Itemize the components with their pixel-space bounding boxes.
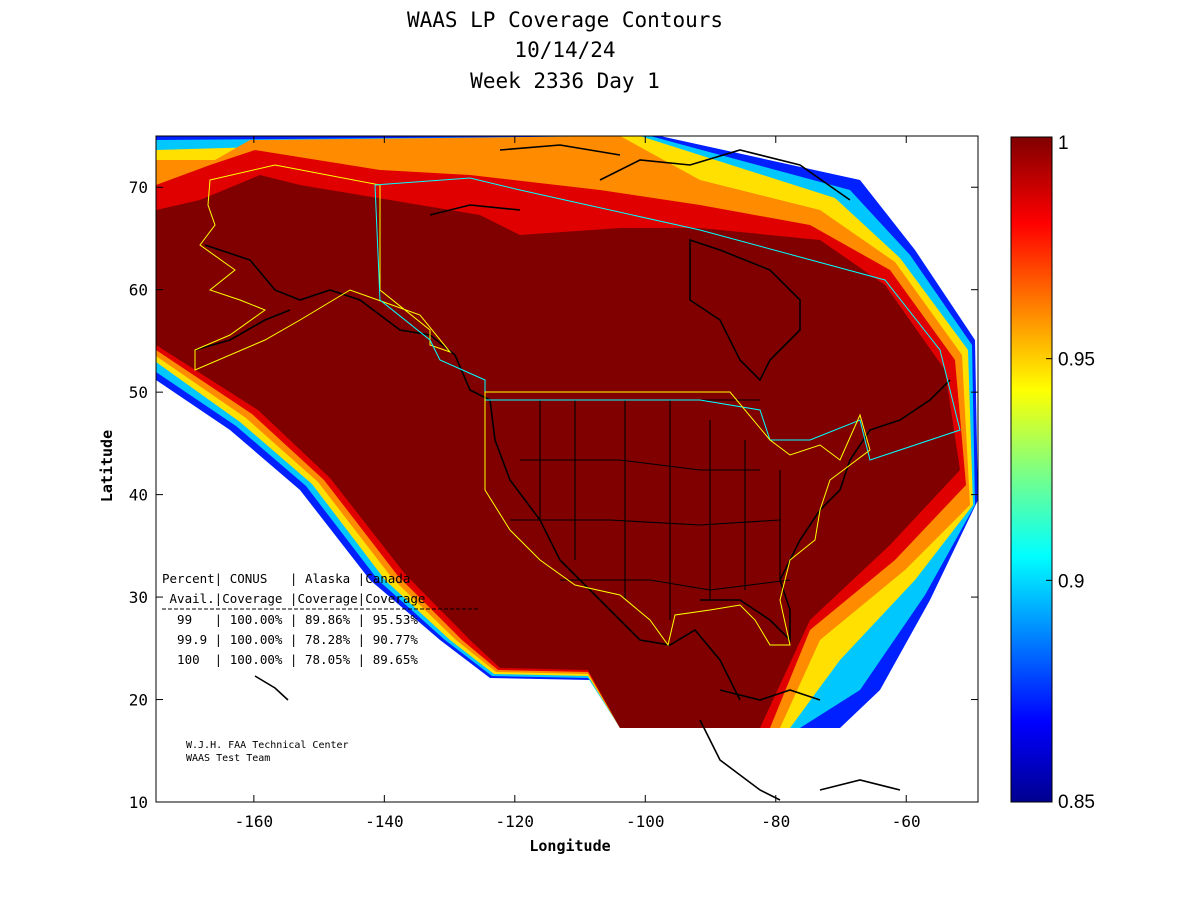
- map-plot-area: Percent| CONUS | Alaska |Canada Avail.|C…: [156, 136, 978, 802]
- coverage-table: Percent| CONUS | Alaska |Canada Avail.|C…: [162, 571, 478, 667]
- x-tick-label: -160: [235, 812, 274, 831]
- x-tick-label: -80: [761, 812, 790, 831]
- title-line-1: WAAS LP Coverage Contours: [407, 8, 723, 32]
- table-row: 99.9 | 100.00% | 78.28% | 90.77%: [162, 632, 418, 647]
- y-tick-label: 30: [129, 588, 148, 607]
- x-tick-label: -140: [365, 812, 404, 831]
- service-area-canada: [374, 177, 961, 461]
- table-row: 100 | 100.00% | 78.05% | 89.65%: [162, 652, 418, 667]
- plot-frame: [155, 135, 979, 803]
- credit-line-2: WAAS Test Team: [186, 753, 270, 764]
- y-tick-label: 60: [129, 281, 148, 300]
- colorbar-tick-label: 0.85: [1058, 792, 1095, 813]
- x-axis-label: Longitude: [529, 837, 610, 855]
- coastlines: [194, 144, 951, 801]
- colorbar-ticks: 1 0.95 0.9 0.85: [1046, 133, 1095, 813]
- title-line-3: Week 2336 Day 1: [470, 69, 660, 93]
- x-tick-label: -120: [496, 812, 535, 831]
- credit-line-1: W.J.H. FAA Technical Center: [186, 740, 349, 751]
- y-tick-label: 10: [129, 793, 148, 812]
- y-tick-label: 50: [129, 383, 148, 402]
- x-tick-label: -60: [892, 812, 921, 831]
- colorbar-tick-label: 0.9: [1058, 571, 1084, 592]
- colorbar: 1 0.95 0.9 0.85: [1010, 133, 1095, 813]
- service-area-conus: [484, 391, 871, 647]
- table-header-1: Percent| CONUS | Alaska |Canada: [162, 571, 410, 586]
- y-tick-label: 40: [129, 486, 148, 505]
- x-tick-label: -100: [626, 812, 665, 831]
- x-axis-ticks: -160 -140 -120 -100 -80 -60: [235, 136, 921, 831]
- y-axis-ticks: 70 60 50 40 30 20 10: [129, 178, 978, 812]
- y-axis-label: Latitude: [98, 430, 116, 502]
- coverage-band-deep-red: [156, 175, 960, 728]
- table-header-2: Avail.|Coverage |Coverage|Coverage: [162, 591, 425, 606]
- y-tick-label: 20: [129, 691, 148, 710]
- title-line-2: 10/14/24: [514, 38, 615, 62]
- colorbar-tick-label: 0.95: [1058, 350, 1095, 371]
- colorbar-gradient: [1010, 136, 1053, 803]
- colorbar-tick-label: 1: [1058, 133, 1069, 154]
- y-tick-label: 70: [129, 178, 148, 197]
- service-area-alaska: [194, 164, 452, 371]
- table-row: 99 | 100.00% | 89.86% | 95.53%: [162, 612, 418, 627]
